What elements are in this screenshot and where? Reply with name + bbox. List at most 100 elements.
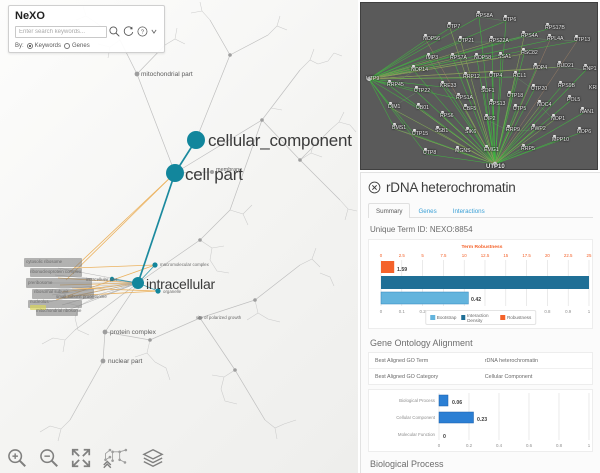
tab-interactions[interactable]: Interactions (452, 208, 485, 215)
gene-node[interactable] (482, 86, 485, 89)
gene-node[interactable] (522, 144, 525, 147)
gene-node[interactable] (507, 125, 510, 128)
collapse-network-icon[interactable] (102, 447, 132, 469)
gene-node[interactable] (457, 93, 460, 96)
gene-node[interactable] (532, 84, 535, 87)
gene-node[interactable] (464, 104, 467, 107)
gene-label-ssb1: SSB1 (435, 128, 449, 134)
gene-node[interactable] (584, 64, 587, 67)
gene-node[interactable] (546, 23, 549, 26)
gene-label-pwp2: PWP2 (531, 126, 546, 132)
gene-node[interactable] (464, 72, 467, 75)
gene-node[interactable] (477, 11, 480, 14)
gene-node[interactable] (514, 71, 517, 74)
gene-node[interactable] (413, 129, 416, 132)
gene-node[interactable] (504, 15, 507, 18)
search-panel[interactable]: NeXO ? By: (8, 5, 165, 53)
zoom-out-icon[interactable] (38, 447, 60, 469)
gene-node[interactable] (485, 145, 488, 148)
svg-text:0.4: 0.4 (496, 443, 503, 448)
gene-node[interactable] (393, 123, 396, 126)
search-row[interactable]: ? (15, 25, 158, 38)
goa-key-1: Best Aligned GO Category (375, 373, 439, 380)
svg-text:25: 25 (587, 253, 592, 258)
gene-node[interactable] (485, 114, 488, 117)
gene-node[interactable] (499, 52, 502, 55)
gene-node[interactable] (424, 34, 427, 37)
legend-item-robustness: Robustness (499, 315, 531, 320)
gene-node[interactable] (441, 81, 444, 84)
gene-node[interactable] (508, 91, 511, 94)
tab-genes[interactable]: Genes (418, 208, 437, 215)
teal-label-organelle: organelle (163, 289, 182, 294)
gene-node[interactable] (552, 114, 555, 117)
layers-icon[interactable] (142, 447, 164, 469)
svg-text:2.5: 2.5 (399, 253, 406, 258)
search-by-label: By: (15, 43, 24, 49)
radio-genes[interactable]: Genes (64, 43, 90, 49)
gene-node[interactable] (459, 36, 462, 39)
gene-node[interactable] (441, 111, 444, 114)
gene-node[interactable] (415, 86, 418, 89)
gene-node[interactable] (581, 107, 584, 110)
help-icon[interactable]: ? (136, 25, 149, 38)
chevron-down-icon[interactable] (150, 25, 158, 38)
legend-item-interaction-density: Interaction Density (461, 313, 495, 323)
gene-node[interactable] (475, 53, 478, 56)
gene-node[interactable] (522, 48, 525, 51)
zoom-in-icon[interactable] (6, 447, 28, 469)
gene-node[interactable] (466, 127, 469, 130)
gene-node[interactable] (490, 99, 493, 102)
gene-node[interactable] (522, 31, 525, 34)
gene-label-pol5: POL5 (567, 97, 581, 103)
node-label-cell-part: cell part (185, 165, 243, 184)
view-toolbar[interactable] (6, 447, 164, 469)
svg-text:17.5: 17.5 (522, 253, 531, 258)
go-bar-value-2: 0 (443, 434, 446, 440)
search-input[interactable] (15, 25, 108, 38)
gene-node[interactable] (558, 61, 561, 64)
gene-label-nop56: NOP56 (423, 36, 441, 42)
gene-label-sof1: SOF1 (481, 88, 495, 94)
radio-keywords[interactable]: Keywords (26, 43, 61, 49)
gene-node[interactable] (553, 135, 556, 138)
gene-node[interactable] (412, 65, 415, 68)
gene-node[interactable] (451, 53, 454, 56)
gene-node[interactable] (436, 126, 439, 129)
gene-label-utp22: UTP22 (414, 88, 431, 94)
gene-node[interactable] (578, 127, 581, 130)
gene-node[interactable] (490, 71, 493, 74)
gene-node[interactable] (389, 102, 392, 105)
gene-node[interactable] (575, 35, 578, 38)
gene-node[interactable] (417, 103, 420, 106)
gene-label-utp21: UTP21 (458, 38, 475, 44)
gene-label-rps17b: RPS17B (545, 25, 565, 31)
gene-node[interactable] (568, 95, 571, 98)
gene-node[interactable] (490, 36, 493, 39)
refresh-icon[interactable] (122, 25, 135, 38)
gene-node[interactable] (559, 81, 562, 84)
cluster-label-cytosolic-ribosome: cytosolic ribosome (26, 259, 63, 264)
gene-node[interactable] (456, 146, 459, 149)
gene-node[interactable] (388, 80, 391, 83)
close-circle-icon[interactable] (368, 181, 381, 194)
search-by-row[interactable]: By: Keywords Genes (15, 43, 158, 49)
ontology-tree-view[interactable]: cellular_component cell part intracellul… (0, 0, 358, 473)
search-icon[interactable] (108, 25, 121, 38)
gene-node[interactable] (532, 124, 535, 127)
goa-value-1: Cellular Component (484, 373, 533, 380)
fit-screen-icon[interactable] (70, 447, 92, 469)
gene-node[interactable] (448, 22, 451, 25)
gene-node[interactable] (538, 100, 541, 103)
gene-node[interactable] (427, 53, 430, 56)
gene-node[interactable] (534, 63, 537, 66)
tree-graph[interactable] (0, 0, 358, 473)
detail-tabs[interactable]: Summary Genes Interactions (368, 202, 593, 218)
tab-summary[interactable]: Summary (368, 203, 411, 218)
gene-label-rps7a: RPS7A (450, 55, 468, 61)
gene-node[interactable] (514, 104, 517, 107)
gene-node[interactable] (548, 34, 551, 37)
gene-interaction-network[interactable]: UTP9 RPS8A UTP7 UTP6 RPS17B NOP56 UTP21 … (360, 2, 598, 170)
gene-node[interactable] (424, 148, 427, 151)
gene-label-rps4a: RPS4A (521, 33, 539, 39)
